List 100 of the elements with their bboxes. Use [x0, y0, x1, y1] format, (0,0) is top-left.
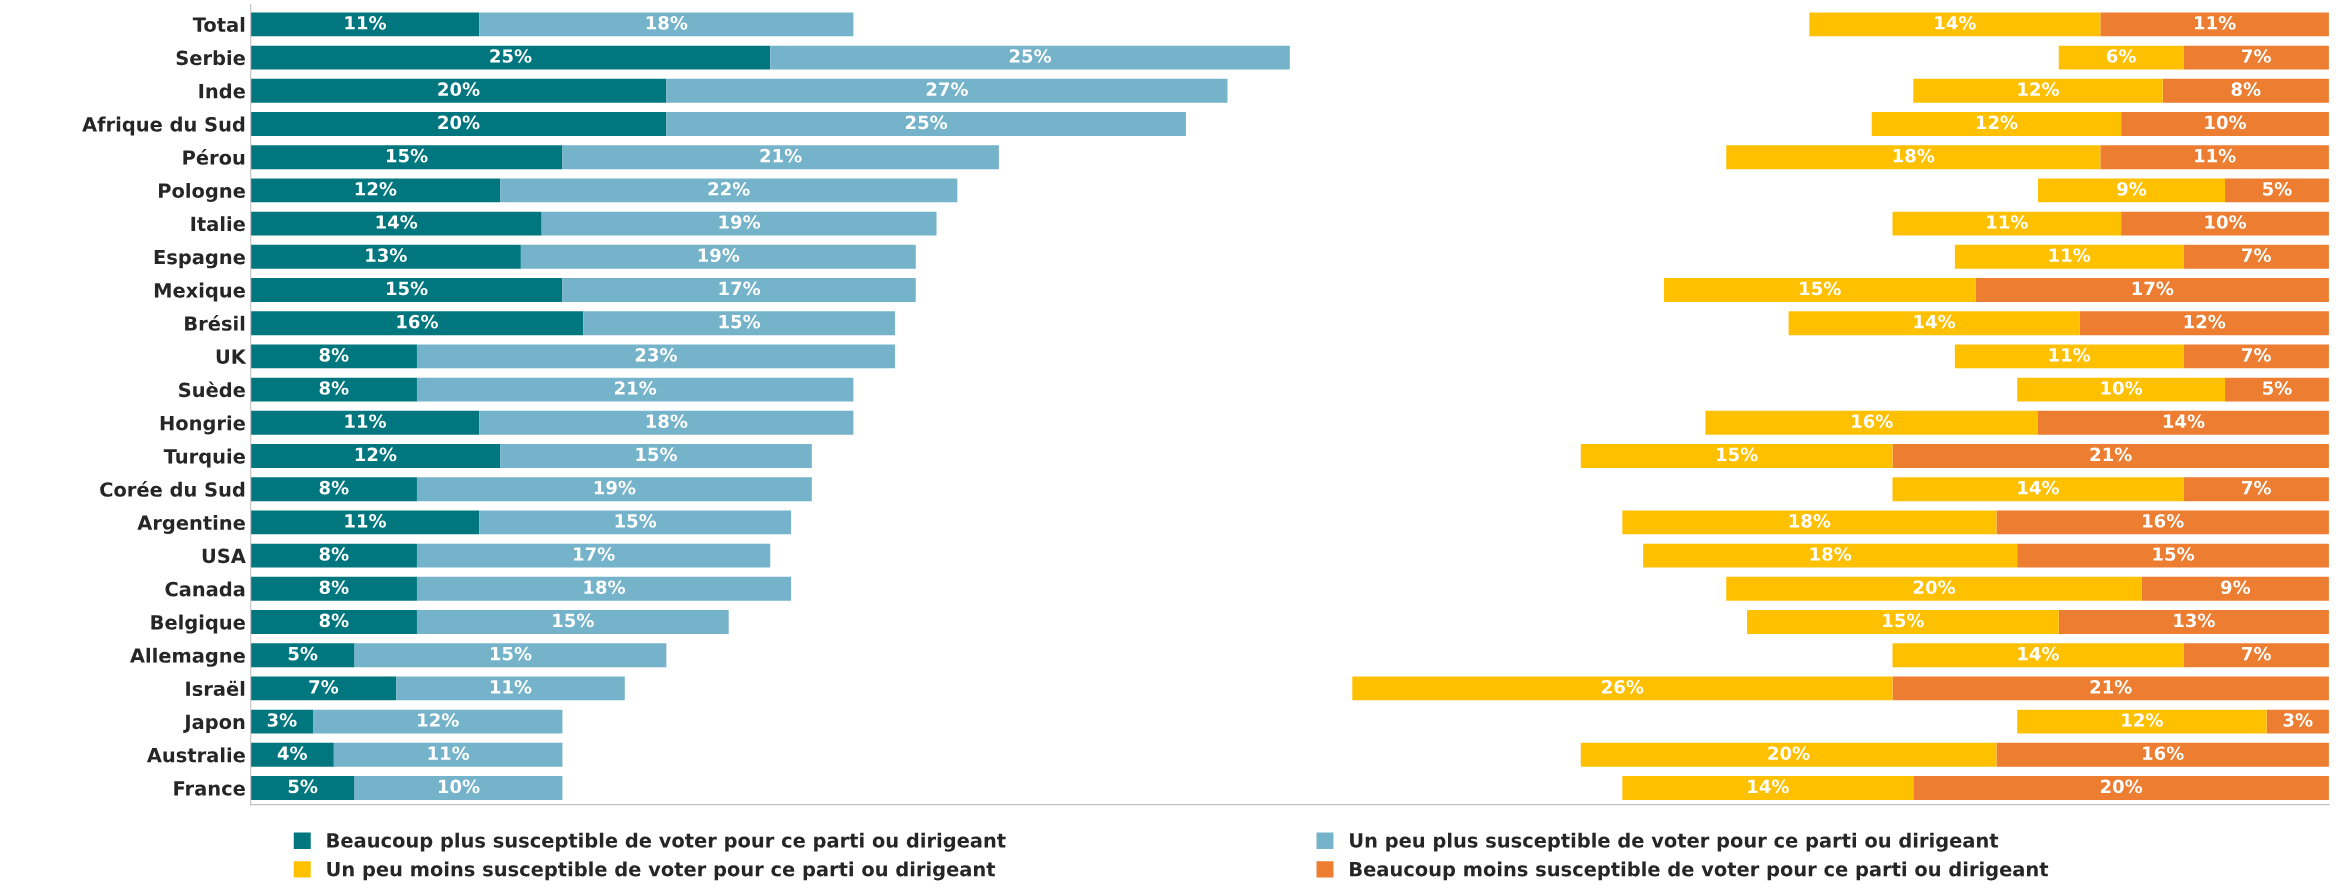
- data-label: 14%: [2163, 414, 2205, 429]
- bar: [416, 344, 895, 369]
- data-label: 8%: [319, 480, 349, 495]
- y-tick-label: Israël: [186, 680, 245, 697]
- bar: [1352, 676, 1893, 701]
- bar: [416, 576, 792, 601]
- bar: [666, 78, 1228, 103]
- data-label: 17%: [719, 281, 761, 296]
- bar: [1892, 676, 2329, 701]
- data-label: 13%: [2174, 613, 2215, 628]
- bar: [2183, 643, 2329, 668]
- bar: [2058, 610, 2329, 634]
- bar: [250, 344, 417, 369]
- data-label: 5%: [288, 779, 318, 794]
- data-label: 25%: [905, 115, 948, 130]
- data-label: 15%: [387, 281, 428, 296]
- data-label: 5%: [288, 646, 318, 661]
- bar: [1996, 510, 2329, 535]
- bar: [770, 45, 1290, 70]
- data-label: 5%: [2263, 181, 2292, 196]
- y-tick-label: Suède: [179, 381, 245, 398]
- y-tick-label: Argentine: [137, 515, 245, 534]
- bar: [250, 278, 563, 302]
- data-label: 12%: [2018, 82, 2060, 97]
- data-label: 11%: [345, 513, 387, 528]
- y-tick-label: Total: [192, 17, 245, 33]
- data-label: 25%: [490, 49, 532, 63]
- bar: [1809, 12, 2101, 37]
- bar: [250, 178, 501, 203]
- y-tick-label: Pérou: [183, 149, 245, 165]
- bar: [562, 278, 916, 302]
- data-label: 7%: [2242, 646, 2271, 661]
- data-label: 15%: [719, 314, 761, 329]
- bar: [1663, 278, 1976, 302]
- data-label: 12%: [418, 713, 459, 727]
- bar: [1580, 742, 1997, 767]
- y-tick-label: Brésil: [185, 315, 245, 331]
- data-label: 20%: [2100, 779, 2143, 794]
- data-label: 11%: [2195, 148, 2236, 163]
- bar: [1892, 444, 2329, 468]
- bar: [250, 543, 417, 568]
- data-label: 15%: [1883, 613, 1924, 628]
- data-label: 15%: [615, 513, 657, 528]
- bar: [1643, 543, 2018, 568]
- data-label: 20%: [438, 82, 480, 97]
- bar: [2100, 12, 2329, 37]
- data-label: 14%: [376, 215, 418, 229]
- data-label: 8%: [319, 613, 349, 628]
- data-label: 26%: [1602, 679, 1644, 694]
- data-label: 21%: [614, 381, 657, 395]
- y-tick-label: Corée du Sud: [100, 481, 245, 497]
- bar: [250, 643, 355, 668]
- bar: [2183, 477, 2329, 502]
- bar: [1954, 244, 2184, 269]
- data-label: 12%: [355, 181, 397, 196]
- data-label: 7%: [2242, 49, 2271, 63]
- bar: [562, 145, 999, 170]
- y-tick-label: Belgique: [151, 614, 245, 634]
- data-label: 8%: [319, 580, 349, 595]
- bar: [583, 311, 895, 336]
- data-label: 4%: [277, 746, 308, 761]
- data-label: 15%: [636, 447, 677, 462]
- bar: [2183, 45, 2329, 70]
- y-tick-label: Australie: [146, 747, 245, 763]
- data-label: 8%: [319, 381, 349, 395]
- y-tick-label: UK: [216, 349, 247, 365]
- y-tick-label: Inde: [199, 83, 245, 99]
- legend-label: Un peu plus susceptible de voter pour ce parti ou dirigeant: [1350, 832, 1999, 852]
- data-label: 23%: [635, 347, 677, 362]
- bar: [479, 510, 792, 535]
- bar: [250, 145, 563, 170]
- y-tick-label: Hongrie: [160, 415, 245, 435]
- y-tick-label: Japon: [183, 714, 245, 734]
- bar: [2183, 344, 2329, 369]
- bar: [250, 112, 667, 136]
- bar: [354, 643, 667, 668]
- data-label: 18%: [584, 580, 626, 595]
- bar: [1892, 643, 2184, 668]
- bar: [1747, 610, 2059, 634]
- y-tick-label: Afrique du Sud: [82, 116, 245, 136]
- bar: [1975, 278, 2329, 302]
- data-label: 17%: [2132, 281, 2174, 296]
- data-label: 19%: [719, 215, 761, 229]
- data-label: 15%: [1717, 447, 1758, 462]
- bar: [2162, 78, 2329, 103]
- data-label: 12%: [2184, 314, 2226, 329]
- bar: [1726, 145, 2101, 170]
- y-tick-label: Canada: [165, 581, 245, 597]
- data-label: 18%: [1893, 148, 1935, 163]
- bar: [2121, 211, 2329, 236]
- bar: [2017, 709, 2267, 734]
- data-label: 11%: [2195, 15, 2236, 30]
- bar: [250, 12, 480, 37]
- y-tick-label: Serbie: [176, 50, 245, 66]
- legend-label: Beaucoup plus susceptible de voter pour ce parti ou dirigeant: [327, 832, 1006, 852]
- data-label: 12%: [2122, 713, 2163, 727]
- bar: [1622, 510, 1997, 535]
- bar: [1996, 742, 2329, 767]
- bar: [2183, 244, 2329, 269]
- bar: [333, 742, 563, 767]
